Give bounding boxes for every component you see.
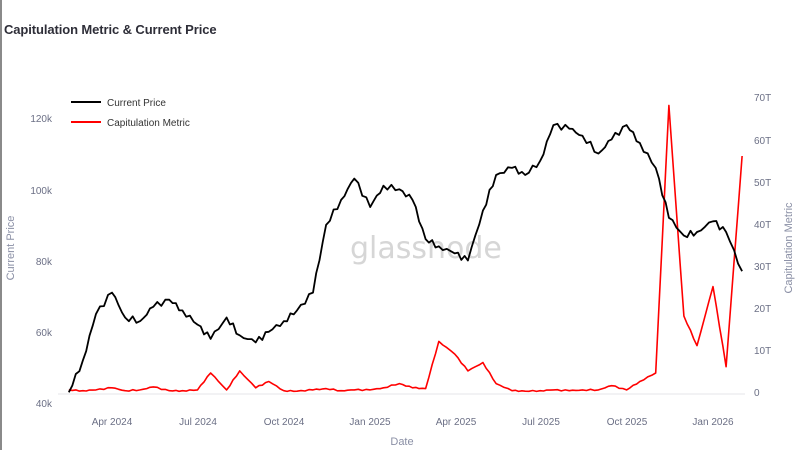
x-axis-label: Date xyxy=(390,436,413,448)
y-left-ticks: 40k 60k 80k 100k 120k xyxy=(30,114,53,410)
y-right-axis-label: Capitulation Metric xyxy=(783,202,795,294)
watermark: glassnode xyxy=(350,231,502,266)
y-right-tick: 20T xyxy=(754,304,771,315)
y-right-tick: 50T xyxy=(754,178,771,189)
x-tick: Jan 2025 xyxy=(349,417,391,428)
legend: Current Price Capitulation Metric xyxy=(71,98,190,129)
y-right-tick: 30T xyxy=(754,262,771,273)
y-right-tick: 40T xyxy=(754,220,771,231)
capitulation-metric-line xyxy=(68,104,743,393)
chart-title: Capitulation Metric & Current Price xyxy=(4,22,217,37)
legend-item-current-price[interactable]: Current Price xyxy=(71,98,166,109)
y-right-tick: 10T xyxy=(754,346,771,357)
x-tick: Jul 2024 xyxy=(179,417,217,428)
legend-label: Capitulation Metric xyxy=(107,118,190,129)
legend-label: Current Price xyxy=(107,98,166,109)
current-price-line xyxy=(68,122,743,393)
y-right-tick: 70T xyxy=(754,93,771,104)
y-right-tick: 60T xyxy=(754,136,771,147)
x-tick: Oct 2024 xyxy=(264,417,305,428)
x-tick: Apr 2025 xyxy=(436,417,477,428)
x-tick: Apr 2024 xyxy=(92,417,133,428)
y-right-ticks: 0 10T 20T 30T 40T 50T 60T 70T xyxy=(754,93,771,399)
x-ticks: Apr 2024 Jul 2024 Oct 2024 Jan 2025 Apr … xyxy=(92,417,734,428)
y-left-axis-label: Current Price xyxy=(5,216,17,281)
x-tick: Oct 2025 xyxy=(607,417,648,428)
x-tick: Jan 2026 xyxy=(692,417,734,428)
y-left-tick: 120k xyxy=(30,114,53,125)
y-left-tick: 80k xyxy=(36,257,53,268)
x-tick: Jul 2025 xyxy=(522,417,560,428)
y-left-tick: 60k xyxy=(36,328,53,339)
window-left-border xyxy=(0,0,2,450)
legend-item-capitulation-metric[interactable]: Capitulation Metric xyxy=(71,118,190,129)
y-left-tick: 40k xyxy=(36,399,53,410)
y-right-tick: 0 xyxy=(754,388,760,399)
y-left-tick: 100k xyxy=(30,186,53,197)
